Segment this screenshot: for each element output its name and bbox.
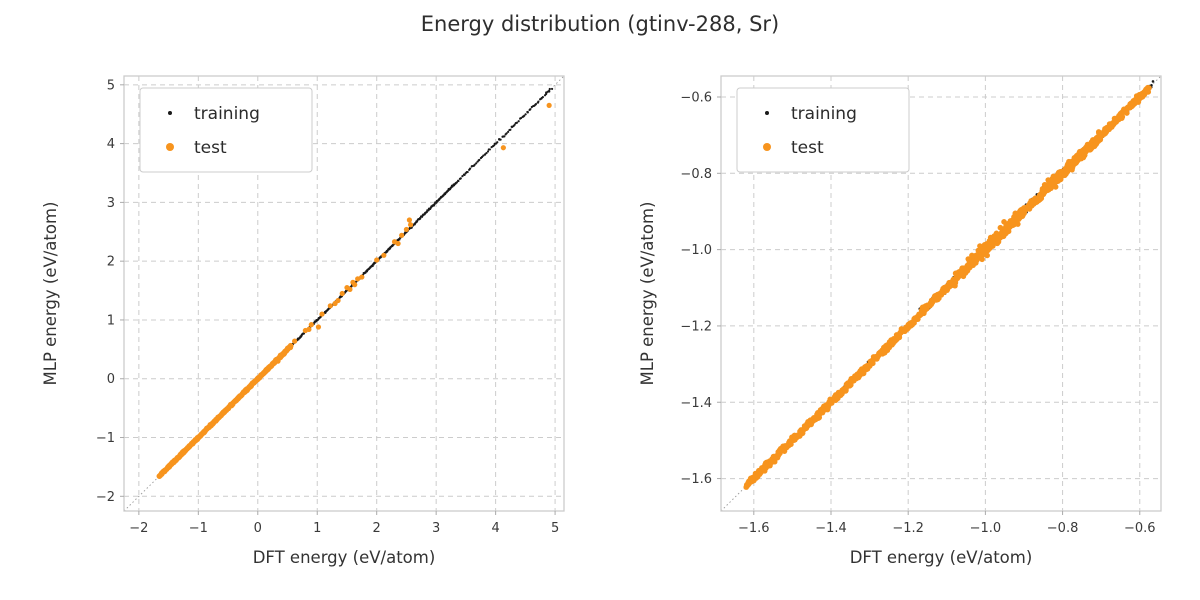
- legend-label-training: training: [194, 104, 260, 124]
- y-axis-label: MLP energy (eV/atom): [638, 202, 657, 386]
- legend-label-test: test: [194, 138, 227, 158]
- y-tick-label: −1: [96, 431, 115, 446]
- y-tick-label: −2: [96, 490, 115, 505]
- legend-marker-test: [166, 143, 174, 151]
- x-tick-label: 1: [313, 521, 321, 536]
- y-axis-label: MLP energy (eV/atom): [41, 202, 60, 386]
- x-tick-label: 0: [254, 521, 262, 536]
- legend-label-training: training: [791, 104, 857, 124]
- y-tick-label: −0.6: [680, 90, 712, 105]
- plot-border: [123, 75, 565, 512]
- x-tick-label: −1.0: [970, 521, 1002, 536]
- legend-marker-training: [168, 111, 172, 115]
- x-tick-label: −1: [189, 521, 208, 536]
- plots-row: −2 −1 0 1 2 3 4 5 −2 −1 0 1 2 3 4 5 DFT energy (eV/atom)…: [0, 38, 1200, 587]
- legend: training test: [139, 87, 313, 173]
- series-test-points: [156, 102, 552, 479]
- axis-ticks: −2 −1 0 1 2 3 4 5 −2 −1 0 1 2 3 4 5: [96, 78, 559, 536]
- x-tick-label: 5: [551, 521, 559, 536]
- x-tick-label: 3: [432, 521, 440, 536]
- y-tick-label: −1.2: [680, 319, 712, 334]
- y-tick-label: 5: [107, 78, 115, 93]
- legend-marker-test: [763, 143, 771, 151]
- y-tick-label: 4: [107, 137, 115, 152]
- y-tick-label: 0: [107, 372, 115, 387]
- scatter-plot-left: −2 −1 0 1 2 3 4 5 −2 −1 0 1 2 3 4 5 DFT energy (eV/atom)…: [9, 38, 594, 587]
- scatter-plot-right: −1.6 −1.4 −1.2 −1.0 −0.8 −0.6 −1.6 −1.4 −1.2 −1.0…: [606, 38, 1191, 587]
- legend-label-test: test: [791, 138, 824, 158]
- x-axis-label: DFT energy (eV/atom): [253, 548, 436, 567]
- chart-svg-right: −1.6 −1.4 −1.2 −1.0 −0.8 −0.6 −1.6 −1.4 −1.2 −1.0…: [606, 38, 1191, 583]
- legend-box: [736, 87, 910, 173]
- y-tick-label: 2: [107, 255, 115, 270]
- x-tick-label: −2: [129, 521, 148, 536]
- legend-marker-training: [765, 111, 769, 115]
- axis-ticks: −1.6 −1.4 −1.2 −1.0 −0.8 −0.6 −1.6 −1.4 −1.2 −1.0…: [680, 90, 1155, 536]
- x-tick-label: −1.2: [892, 521, 924, 536]
- y-tick-label: −1.6: [680, 472, 712, 487]
- y-tick-label: 3: [107, 196, 115, 211]
- x-tick-label: −0.8: [1047, 521, 1079, 536]
- y-tick-label: 1: [107, 313, 115, 328]
- plot-border: [720, 75, 1162, 512]
- x-tick-label: −1.4: [815, 521, 847, 536]
- y-tick-label: −1.4: [680, 396, 712, 411]
- x-axis-label: DFT energy (eV/atom): [850, 548, 1033, 567]
- figure-title: Energy distribution (gtinv-288, Sr): [420, 12, 780, 36]
- y-tick-label: −0.8: [680, 167, 712, 182]
- legend-box: [139, 87, 313, 173]
- x-tick-label: 4: [491, 521, 499, 536]
- x-tick-label: −1.6: [738, 521, 770, 536]
- y-tick-label: −1.0: [680, 243, 712, 258]
- x-tick-label: −0.6: [1124, 521, 1156, 536]
- series-test-points: [743, 84, 1152, 490]
- x-tick-label: 2: [373, 521, 381, 536]
- legend: training test: [736, 87, 910, 173]
- chart-svg-left: −2 −1 0 1 2 3 4 5 −2 −1 0 1 2 3 4 5 DFT energy (eV/atom)…: [9, 38, 594, 583]
